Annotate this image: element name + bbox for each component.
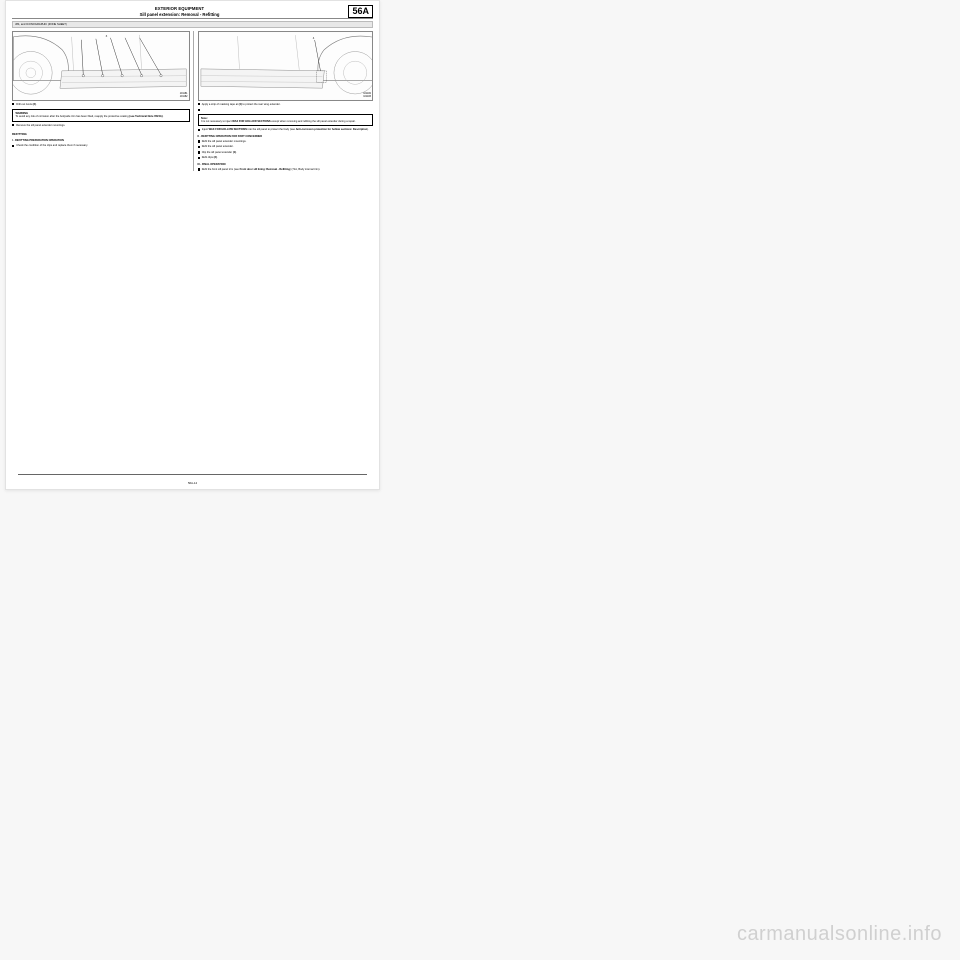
header-titles: EXTERIOR EQUIPMENT Sill panel extension:… — [12, 6, 373, 17]
step-text: Drill out rivets (3). — [16, 103, 189, 107]
step-text: Refit clips (3). — [202, 156, 373, 160]
warning-body: To avoid any risk of corrosion after the… — [16, 115, 187, 119]
note-body: It is not necessary to inject WAX FOR HO… — [201, 120, 370, 124]
step-refit-clips: Refit clips (3). — [198, 156, 374, 160]
step-text: Clip the sill panel extender (1). — [202, 151, 373, 155]
step-text: Refit the sill panel extender mountings. — [202, 140, 373, 144]
footer-rule — [18, 474, 367, 475]
step-refit-front-sill-trim: Refit the front sill panel trim (see Fro… — [198, 168, 374, 172]
page-number: 56A-14 — [6, 481, 379, 485]
figure-id-right: 101182 101183 — [363, 93, 371, 98]
content-columns: 3 101181 101182 Drill out rivets (3). WA… — [12, 31, 373, 172]
step-bullet-icon — [198, 168, 200, 170]
step-bullet-icon — [198, 129, 200, 131]
step-masking-tape: Apply a strip of masking tape at (4) to … — [198, 103, 374, 107]
figure-left: 3 101181 101182 — [12, 31, 190, 101]
step-bullet-icon — [12, 103, 14, 105]
fig-id-2: 101182 — [180, 95, 188, 98]
page-header: EXTERIOR EQUIPMENT Sill panel extension:… — [12, 6, 373, 19]
step-bullet-icon — [198, 157, 200, 159]
step-refit-extender: Refit the sill panel extender. — [198, 145, 374, 149]
header-category: EXTERIOR EQUIPMENT — [12, 6, 347, 11]
figure-right: 4 101182 101183 — [198, 31, 374, 101]
fig-id-2: 101183 — [363, 95, 371, 98]
step-bullet-icon — [198, 151, 200, 153]
section-2-heading: II - REFITTING OPERATION FOR PART CONCER… — [198, 135, 374, 138]
manual-page: EXTERIOR EQUIPMENT Sill panel extension:… — [5, 0, 380, 490]
section-1-heading: I - REFITTING PREPARATION OPERATION — [12, 139, 190, 142]
figure-id-left: 101181 101182 — [180, 93, 188, 98]
step-clip-extender: Clip the sill panel extender (1). — [198, 151, 374, 155]
step-text: Inject WAX FOR HOLLOW SECTIONS into the … — [202, 128, 373, 132]
step-bullet-icon — [12, 145, 14, 147]
step-bullet-icon — [198, 103, 200, 105]
step-text: Refit the front sill panel trim (see Fro… — [202, 168, 373, 172]
sub-band: J84, and ICONOGRAPHIC (ZONE SHEET) — [12, 21, 373, 28]
left-column: 3 101181 101182 Drill out rivets (3). WA… — [12, 31, 193, 172]
step-text: Check the condition of the clips and rep… — [16, 144, 189, 148]
vehicle-sill-illustration-left: 3 — [13, 32, 189, 100]
step-text — [202, 108, 373, 111]
step-text: Refit the sill panel extender. — [202, 145, 373, 149]
refitting-heading: REFITTING — [12, 132, 190, 136]
watermark-text: carmanualsonline.info — [737, 923, 942, 946]
step-bullet-icon — [198, 146, 200, 148]
step-bullet-icon — [198, 109, 200, 111]
step-check-clips: Check the condition of the clips and rep… — [12, 144, 190, 148]
warning-box: WARNING To avoid any risk of corrosion a… — [12, 109, 190, 122]
header-title: Sill panel extension: Removal - Refittin… — [12, 12, 347, 17]
section-3-heading: III - FINAL OPERATION — [198, 163, 374, 166]
step-remove-mountings: Remove the sill panel extender mountings… — [12, 124, 190, 128]
note-box: Note: It is not necessary to inject WAX … — [198, 114, 374, 127]
step-bullet-empty — [198, 108, 374, 111]
step-text: Remove the sill panel extender mountings… — [16, 124, 189, 128]
vehicle-sill-illustration-right: 4 — [199, 32, 373, 100]
right-column: 4 101182 101183 Apply a strip of masking… — [193, 31, 374, 172]
step-text: Apply a strip of masking tape at (4) to … — [202, 103, 373, 107]
step-drill-rivets: Drill out rivets (3). — [12, 103, 190, 107]
header-code: 56A — [348, 5, 373, 18]
step-refit-mountings: Refit the sill panel extender mountings. — [198, 140, 374, 144]
step-bullet-icon — [12, 124, 14, 126]
step-inject-wax: Inject WAX FOR HOLLOW SECTIONS into the … — [198, 128, 374, 132]
step-bullet-icon — [198, 140, 200, 142]
